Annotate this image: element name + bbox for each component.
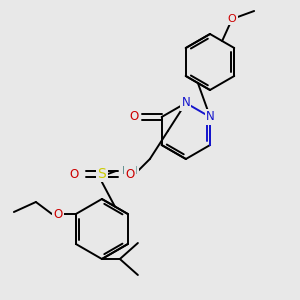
Text: O: O (129, 110, 138, 124)
Text: N: N (182, 97, 190, 110)
Text: N: N (206, 110, 214, 124)
Text: O: O (228, 14, 236, 24)
Text: S: S (98, 167, 106, 181)
Text: O: O (125, 167, 134, 181)
Text: O: O (69, 167, 79, 181)
Text: O: O (53, 208, 62, 220)
Text: HN: HN (122, 166, 138, 176)
